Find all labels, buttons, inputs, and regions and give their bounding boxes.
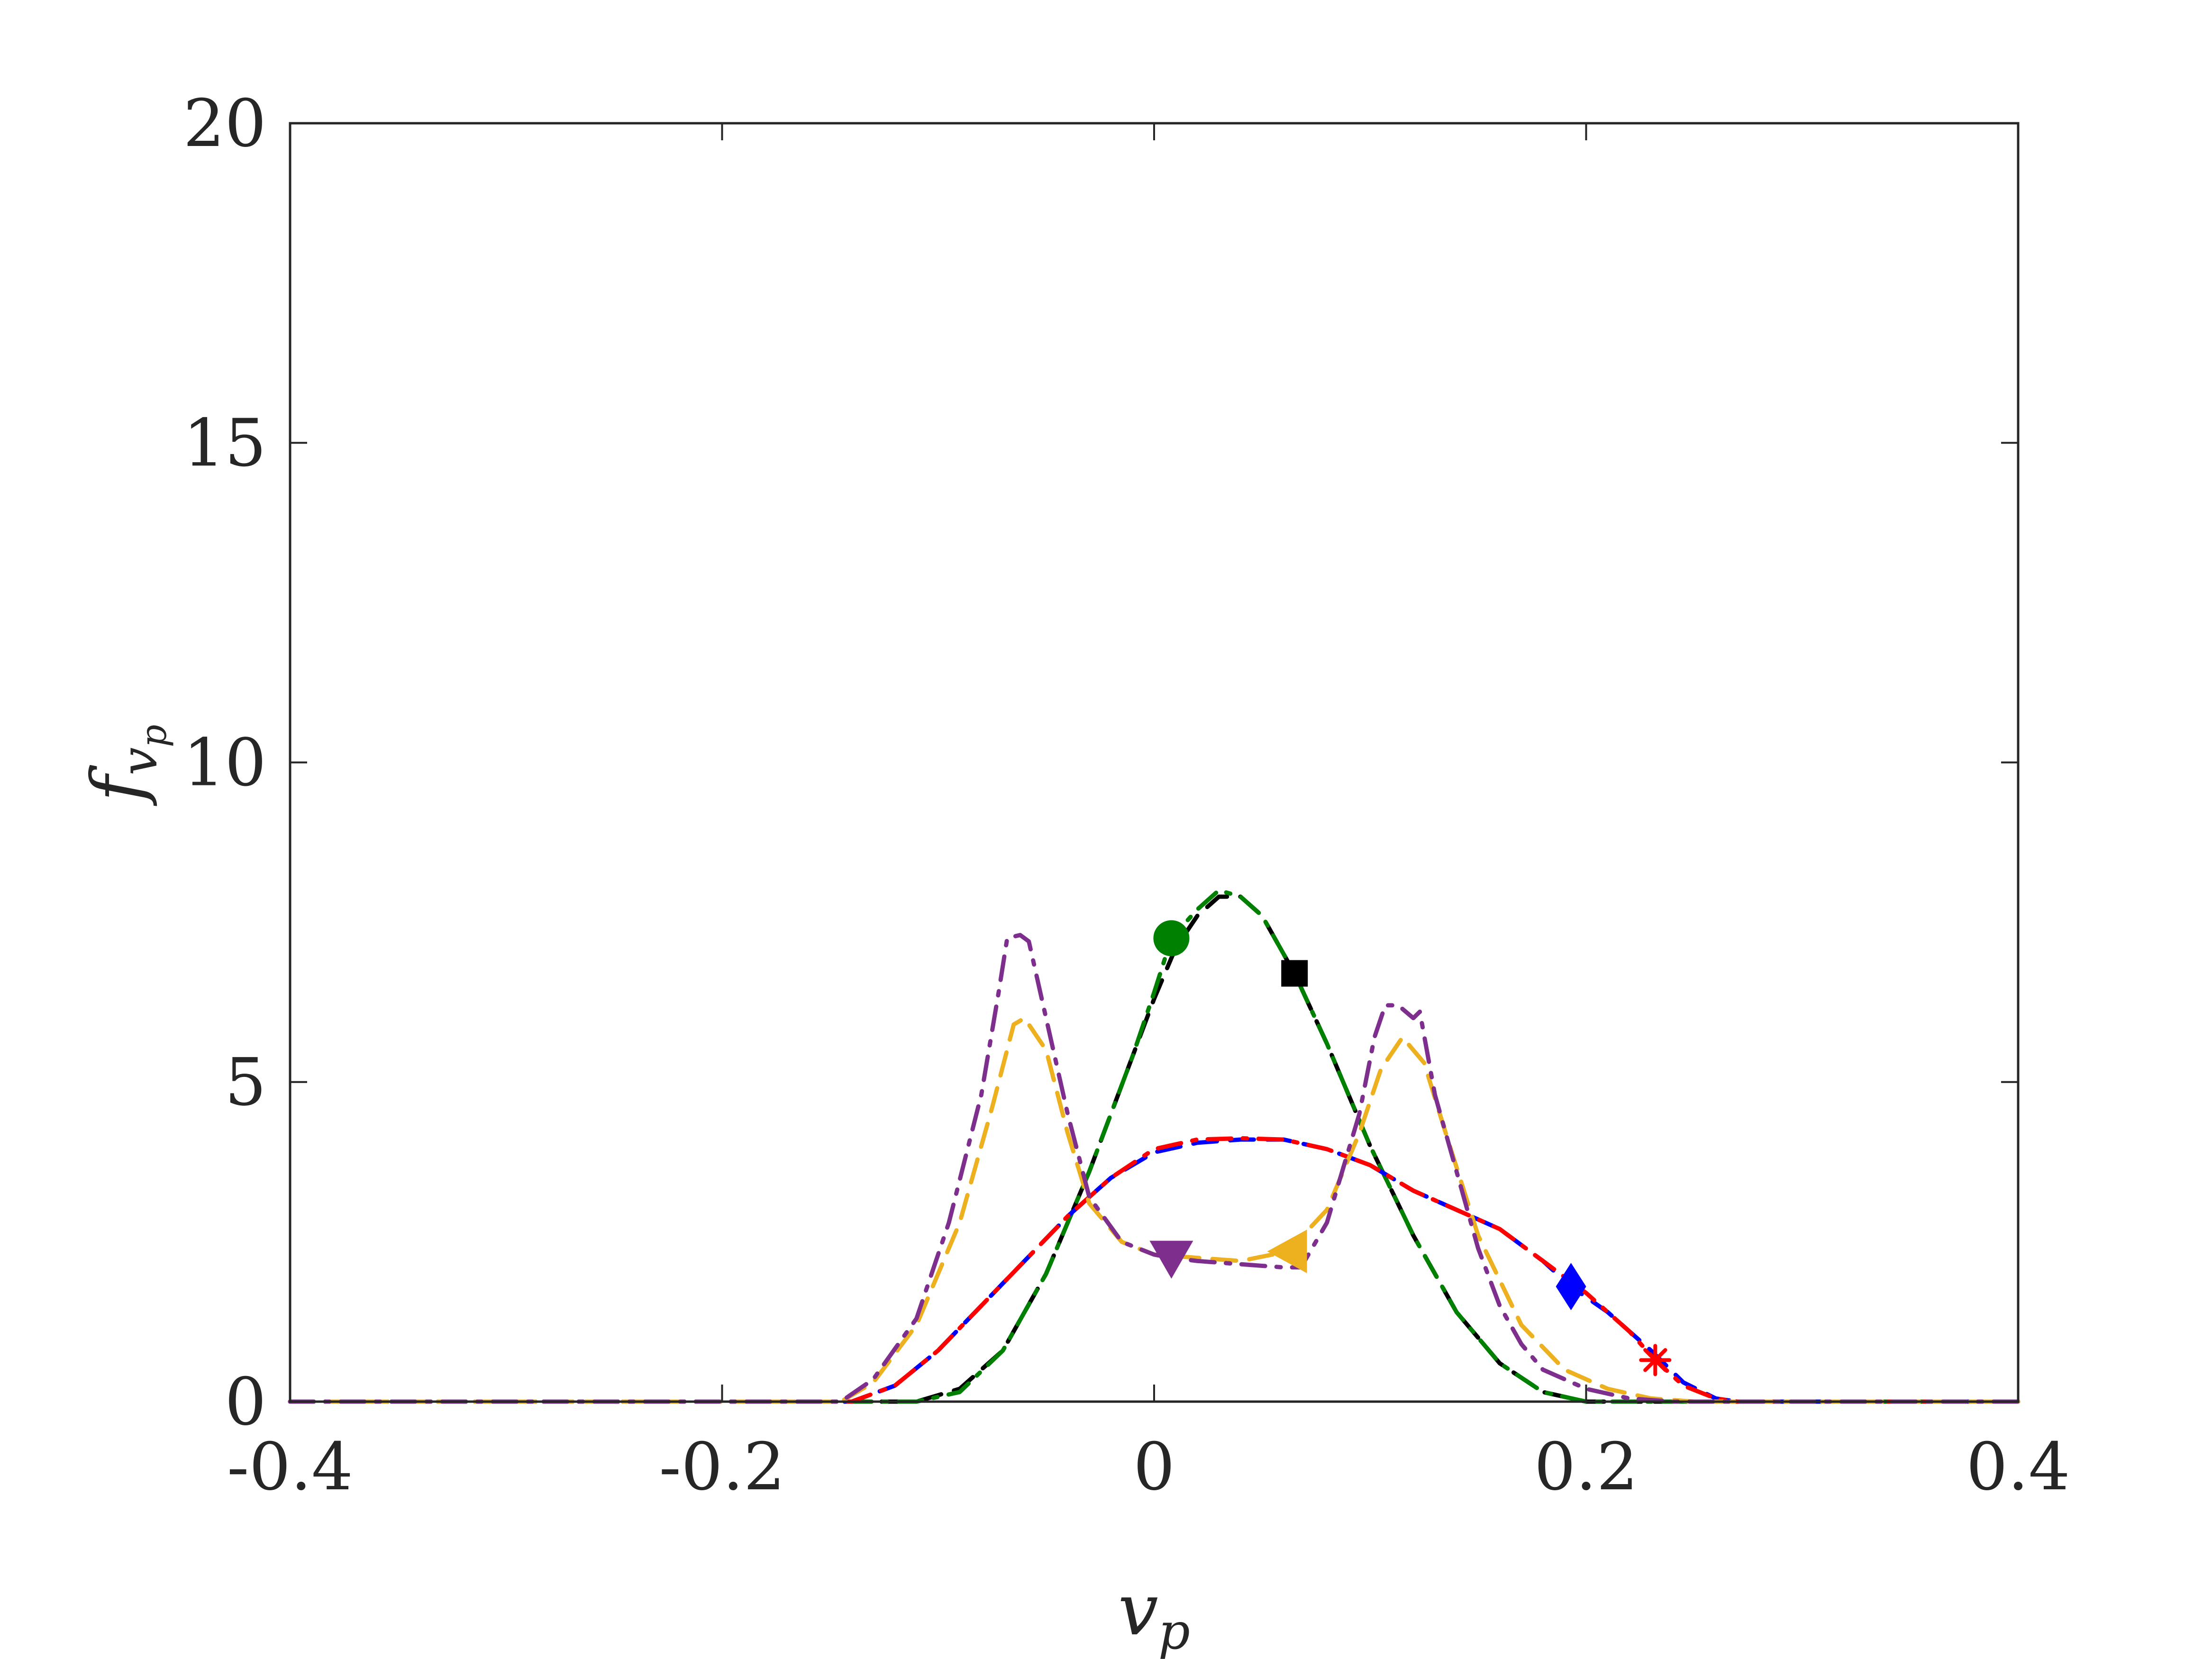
marker-layer: [1149, 920, 1672, 1376]
series-layer: [288, 888, 2021, 1404]
x-tick-label: 0: [1133, 1429, 1175, 1505]
x-tick-label: -0.4: [227, 1429, 353, 1505]
y-tick-label: 10: [183, 725, 266, 801]
x-tick-label: 0.4: [1966, 1429, 2070, 1505]
y-tick-label: 0: [225, 1364, 266, 1440]
y-tick-label: 20: [183, 85, 266, 162]
series-marker-triangle-down: [1149, 1240, 1193, 1279]
tick-layer: -0.4 -0.2 0 0.2 0.4 0 5 10 15 20: [183, 85, 2070, 1505]
series-line-2: [288, 888, 2021, 1404]
y-tick-label: 15: [183, 405, 266, 481]
series-marker-diamond: [1556, 1263, 1586, 1311]
series-marker-triangle-left: [1267, 1230, 1307, 1274]
x-axis-label-sub: p: [1158, 1603, 1190, 1659]
y-axis-label-sub: v: [110, 747, 168, 775]
series-marker-circle: [1153, 920, 1190, 957]
series-line-6: [288, 933, 2021, 1404]
x-tick-label: 0.2: [1534, 1429, 1638, 1505]
series-marker-square: [1281, 960, 1308, 987]
y-tick-label: 5: [225, 1044, 266, 1121]
x-axis-label: vp: [1118, 1569, 1190, 1659]
x-tick-label: -0.2: [659, 1429, 785, 1505]
series-marker-asterisk: [1639, 1344, 1672, 1376]
series-line-1: [288, 894, 2021, 1404]
x-axis-label-main: v: [1118, 1569, 1158, 1651]
y-axis-label-subsub: p: [133, 725, 174, 747]
series-line-5: [288, 1016, 2021, 1404]
